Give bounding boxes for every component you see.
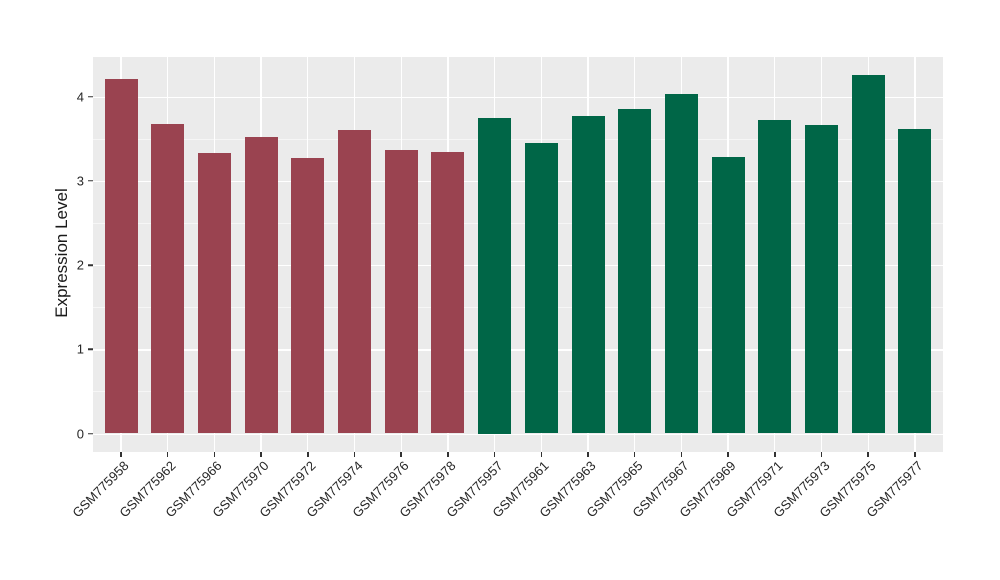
x-tick-mark <box>213 452 216 457</box>
x-tick-mark <box>447 452 449 457</box>
y-tick-mark <box>88 348 93 350</box>
x-tick-label: GSM775972 <box>256 458 319 521</box>
y-tick-label: 0 <box>76 426 84 441</box>
x-tick-label: GSM775976 <box>349 458 412 521</box>
x-tick-label: GSM775962 <box>116 458 179 521</box>
x-tick-label: GSM775971 <box>723 458 786 521</box>
x-tick-label: GSM775965 <box>583 458 646 521</box>
x-tick-mark <box>353 452 356 457</box>
bar <box>431 152 465 434</box>
minor-gridline <box>93 307 943 309</box>
x-tick-label: GSM775977 <box>863 458 926 521</box>
bar <box>478 117 512 434</box>
major-gridline <box>93 96 943 98</box>
x-tick-label: GSM775963 <box>536 458 599 521</box>
x-tick-mark <box>120 452 122 457</box>
x-tick-label: GSM775958 <box>69 458 132 521</box>
x-tick-label: GSM775966 <box>162 458 225 521</box>
bar <box>197 152 231 434</box>
y-tick-label: 4 <box>76 89 84 104</box>
bar <box>291 158 325 434</box>
bar <box>851 74 885 434</box>
x-tick-mark <box>633 452 636 457</box>
x-tick-mark <box>774 452 776 457</box>
bar <box>244 136 278 434</box>
x-tick-label: GSM775957 <box>442 458 506 521</box>
major-gridline <box>93 180 943 183</box>
bar <box>524 142 558 434</box>
x-tick-mark <box>493 452 496 457</box>
x-tick-mark <box>820 452 823 457</box>
bar <box>711 157 745 434</box>
bar <box>618 109 652 434</box>
y-tick-mark <box>88 264 93 266</box>
y-tick-label: 1 <box>76 341 84 357</box>
x-tick-label: GSM775978 <box>396 458 459 521</box>
x-tick-mark <box>400 452 402 457</box>
minor-gridline <box>93 222 943 224</box>
bar <box>104 78 138 434</box>
chart-panel <box>93 57 943 452</box>
major-gridline <box>93 433 943 435</box>
y-tick-mark <box>88 432 93 435</box>
bar <box>805 125 838 434</box>
y-tick-label: 2 <box>76 257 84 273</box>
x-tick-mark <box>587 452 589 457</box>
x-tick-mark <box>914 452 916 457</box>
bar <box>664 93 698 434</box>
x-tick-label: GSM775975 <box>816 458 879 521</box>
x-tick-label: GSM775973 <box>769 458 833 521</box>
x-tick-mark <box>727 452 729 457</box>
major-gridline <box>93 265 943 267</box>
y-tick-mark <box>88 180 93 182</box>
major-gridline <box>93 349 943 351</box>
y-tick-mark <box>88 95 93 98</box>
x-tick-mark <box>260 452 262 457</box>
bar <box>571 115 605 434</box>
x-tick-label: GSM775969 <box>676 458 739 521</box>
x-tick-mark <box>680 452 683 457</box>
bar <box>384 149 418 434</box>
x-tick-label: GSM775974 <box>302 458 366 521</box>
y-tick-label: 3 <box>76 173 84 189</box>
x-tick-mark <box>307 452 309 457</box>
x-tick-mark <box>867 452 869 457</box>
bar <box>758 120 792 434</box>
minor-gridline <box>93 138 943 140</box>
x-tick-label: GSM775961 <box>489 458 552 521</box>
x-tick-mark <box>540 452 543 457</box>
minor-gridline <box>93 391 943 393</box>
x-tick-mark <box>166 452 169 457</box>
bar <box>338 130 371 434</box>
x-tick-label: GSM775970 <box>209 458 272 521</box>
x-tick-label: GSM775967 <box>629 458 692 521</box>
bar <box>151 124 185 434</box>
y-axis-title: Expression Level <box>52 188 71 318</box>
bar <box>898 129 932 434</box>
